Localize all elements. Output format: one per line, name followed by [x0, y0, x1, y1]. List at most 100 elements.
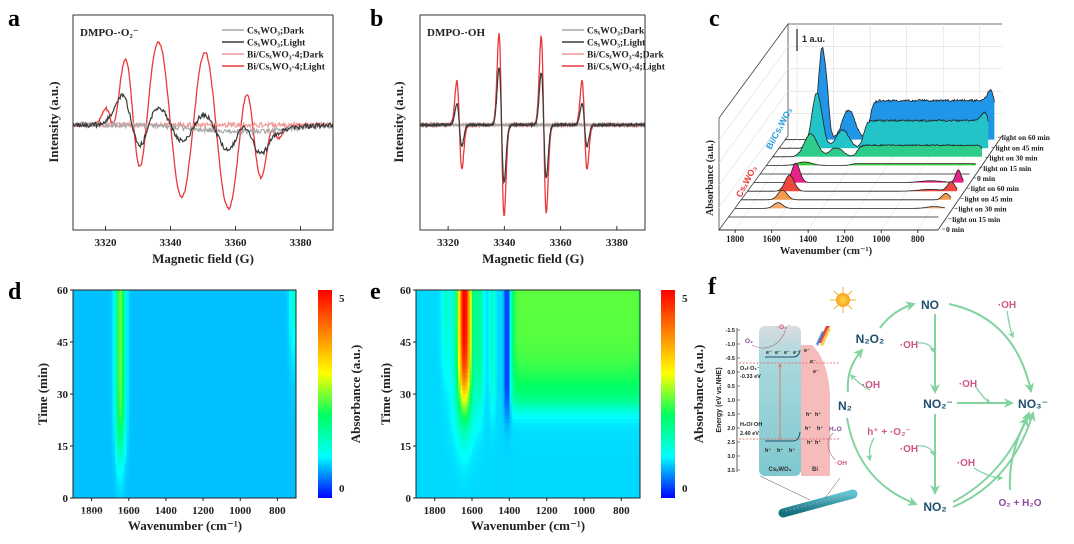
heatmap-cell [258, 439, 262, 445]
heatmap-cell [82, 468, 86, 474]
heatmap-cell [165, 335, 169, 341]
heatmap-cell [114, 414, 118, 420]
heatmap-cell [84, 385, 88, 391]
heatmap-cell [272, 298, 276, 304]
heatmap-cell [96, 369, 100, 374]
heatmap-cell [237, 331, 241, 337]
heatmap-cell [226, 427, 230, 433]
heatmap-cell [256, 389, 260, 395]
heatmap-cell [221, 319, 225, 324]
heatmap-cell [284, 344, 288, 349]
heatmap-cell [293, 314, 297, 320]
heatmap-cell [98, 389, 102, 395]
heatmap-cell [200, 464, 204, 470]
heatmap-cell [189, 410, 193, 416]
heatmap-cell [240, 464, 244, 470]
heatmap-cell [163, 290, 167, 295]
heatmap-cell [158, 348, 162, 353]
heatmap-cell [263, 323, 267, 329]
heatmap-cell [277, 348, 281, 353]
heatmap-cell [96, 314, 100, 320]
heatmap-cell [165, 302, 169, 308]
heatmap-cell [149, 302, 153, 308]
heatmap-cell [293, 452, 297, 457]
heatmap-cell [82, 423, 86, 428]
heatmap-cell [179, 339, 183, 345]
heatmap-cell [286, 323, 290, 329]
heatmap-cell [189, 331, 193, 337]
heatmap-cell [75, 314, 79, 320]
heatmap-cell [119, 410, 123, 416]
heatmap-cell [145, 439, 148, 445]
heatmap-cell [103, 373, 107, 378]
heatmap-cell [73, 339, 76, 345]
heatmap-cell [103, 439, 107, 445]
heatmap-cell [98, 385, 102, 391]
heatmap-cell [131, 468, 134, 474]
heatmap-cell [182, 310, 186, 316]
heatmap-cell [75, 460, 79, 466]
heatmap-cell [119, 402, 123, 408]
heatmap-cell [114, 460, 118, 466]
heatmap-cell [282, 406, 285, 412]
heatmap-cell [151, 402, 155, 408]
heatmap-cell [142, 402, 146, 408]
heatmap-cell [170, 356, 174, 362]
heatmap-cell [112, 443, 116, 449]
heatmap-cell [282, 435, 285, 441]
heatmap-cell [223, 369, 227, 374]
heatmap-cell [184, 385, 188, 391]
heatmap-cell [251, 402, 255, 408]
heatmap-cell [270, 456, 274, 462]
heatmap-cell [217, 319, 220, 324]
heatmap-cell [75, 360, 79, 366]
heatmap-cell [223, 339, 227, 345]
heatmap-cell [186, 389, 190, 395]
heatmap-cell [205, 348, 209, 353]
heatmap-cell [117, 460, 121, 466]
heatmap-cell [124, 314, 128, 320]
heatmap-cell [230, 327, 234, 333]
heatmap-cell [135, 448, 139, 453]
heatmap-cell [158, 356, 162, 362]
heatmap-cell [284, 294, 288, 299]
heatmap-cell [270, 310, 274, 316]
heatmap-cell [233, 448, 237, 453]
heatmap-cell [126, 452, 130, 457]
heatmap-cell [235, 298, 239, 304]
heatmap-cell [124, 452, 128, 457]
heatmap-cell [124, 439, 128, 445]
heatmap-cell [79, 348, 83, 353]
heatmap-cell [247, 431, 251, 437]
heatmap-cell [196, 302, 200, 308]
heatmap-cell [263, 435, 267, 441]
heatmap-cell [168, 335, 172, 341]
heatmap-cell [168, 394, 172, 399]
heatmap-cell [251, 360, 255, 366]
heatmap-cell [293, 294, 297, 299]
heatmap-cell [254, 418, 258, 424]
heatmap-cell [242, 344, 246, 349]
heatmap-cell [133, 427, 137, 433]
heatmap-cell [230, 377, 234, 383]
heatmap-cell [282, 418, 285, 424]
heatmap-cell [184, 414, 188, 420]
heatmap-cell [275, 331, 279, 337]
heatmap-cell [275, 352, 279, 358]
heatmap-cell [230, 406, 234, 412]
heatmap-cell [258, 431, 262, 437]
heatmap-cell [98, 356, 102, 362]
heatmap-cell [175, 348, 179, 353]
heatmap-cell [138, 327, 141, 333]
heatmap-cell [91, 352, 95, 358]
heatmap-cell [205, 302, 209, 308]
heatmap-cell [251, 381, 255, 387]
heatmap-cell [96, 306, 100, 312]
heatmap-cell [179, 360, 183, 366]
heatmap-cell [131, 310, 134, 316]
heatmap-cell [177, 335, 181, 341]
heatmap-cell [235, 398, 239, 403]
heatmap-cell [221, 356, 225, 362]
heatmap-cell [275, 356, 279, 362]
heatmap-cell [277, 389, 281, 395]
